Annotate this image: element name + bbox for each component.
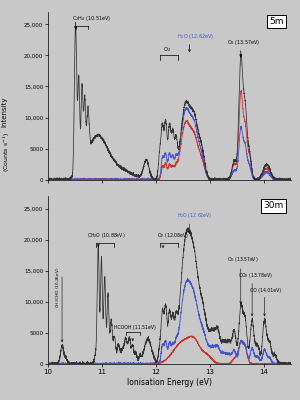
Text: (Counts s$^{-1}$): (Counts s$^{-1}$) — [2, 132, 12, 172]
Text: O$_3$ (13.57eV): O$_3$ (13.57eV) — [227, 255, 259, 264]
Text: O$_2$: O$_2$ — [163, 45, 171, 54]
Text: H$_2$O (12.62eV): H$_2$O (12.62eV) — [176, 32, 214, 40]
Text: O$_3$ (13.57eV): O$_3$ (13.57eV) — [227, 38, 260, 47]
Text: CH$_3$CHO (10.26eV): CH$_3$CHO (10.26eV) — [55, 267, 62, 308]
Text: 30m: 30m — [263, 202, 284, 210]
X-axis label: Ionisation Energy (eV): Ionisation Energy (eV) — [127, 378, 212, 387]
Text: H$_2$O (12.62eV): H$_2$O (12.62eV) — [176, 211, 212, 220]
Text: CO$_2$ (13.78eV): CO$_2$ (13.78eV) — [238, 270, 273, 280]
Text: HCOOH (11.51eV): HCOOH (11.51eV) — [114, 325, 156, 330]
Text: CO (14.01eV): CO (14.01eV) — [250, 288, 282, 293]
Text: Intensity: Intensity — [2, 97, 8, 127]
Text: CH$_2$O (10.88eV): CH$_2$O (10.88eV) — [87, 232, 125, 240]
Text: 5m: 5m — [269, 17, 284, 26]
Text: O$_2$ (12.08eV): O$_2$ (12.08eV) — [157, 232, 189, 240]
Text: C$_2$H$_4$ (10.51eV): C$_2$H$_4$ (10.51eV) — [72, 14, 111, 23]
